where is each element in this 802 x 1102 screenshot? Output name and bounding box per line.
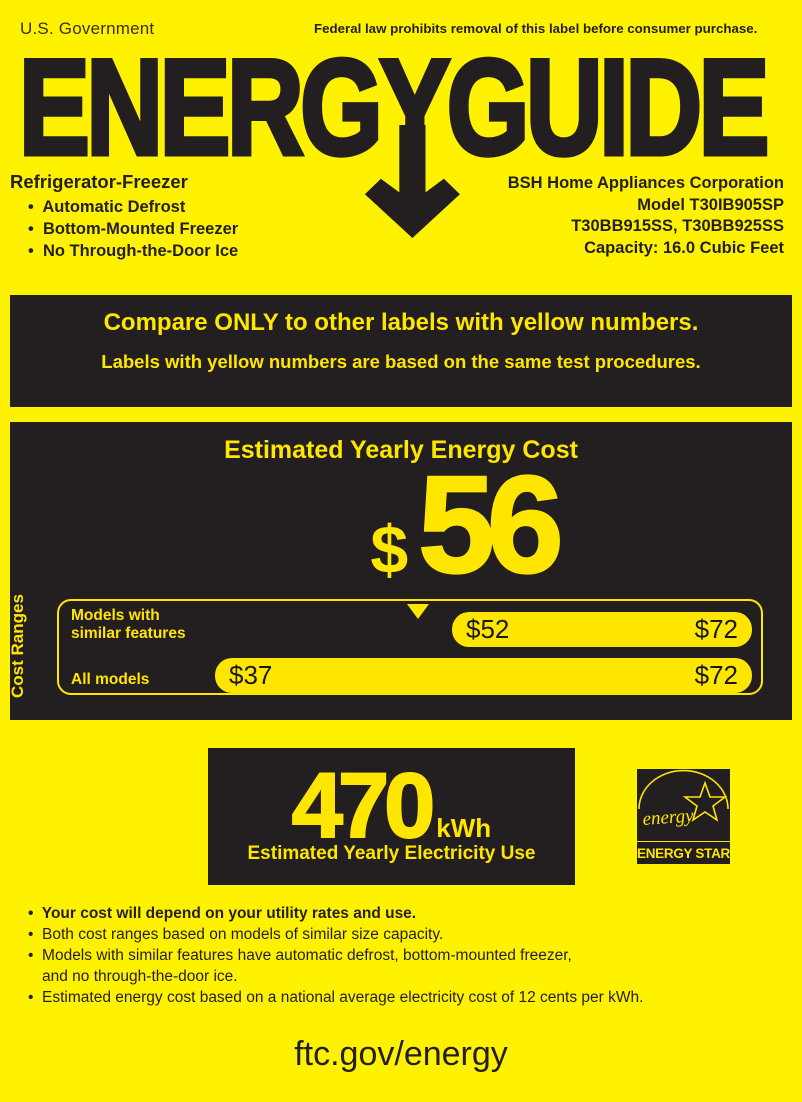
svg-text:energy: energy [642,805,695,830]
